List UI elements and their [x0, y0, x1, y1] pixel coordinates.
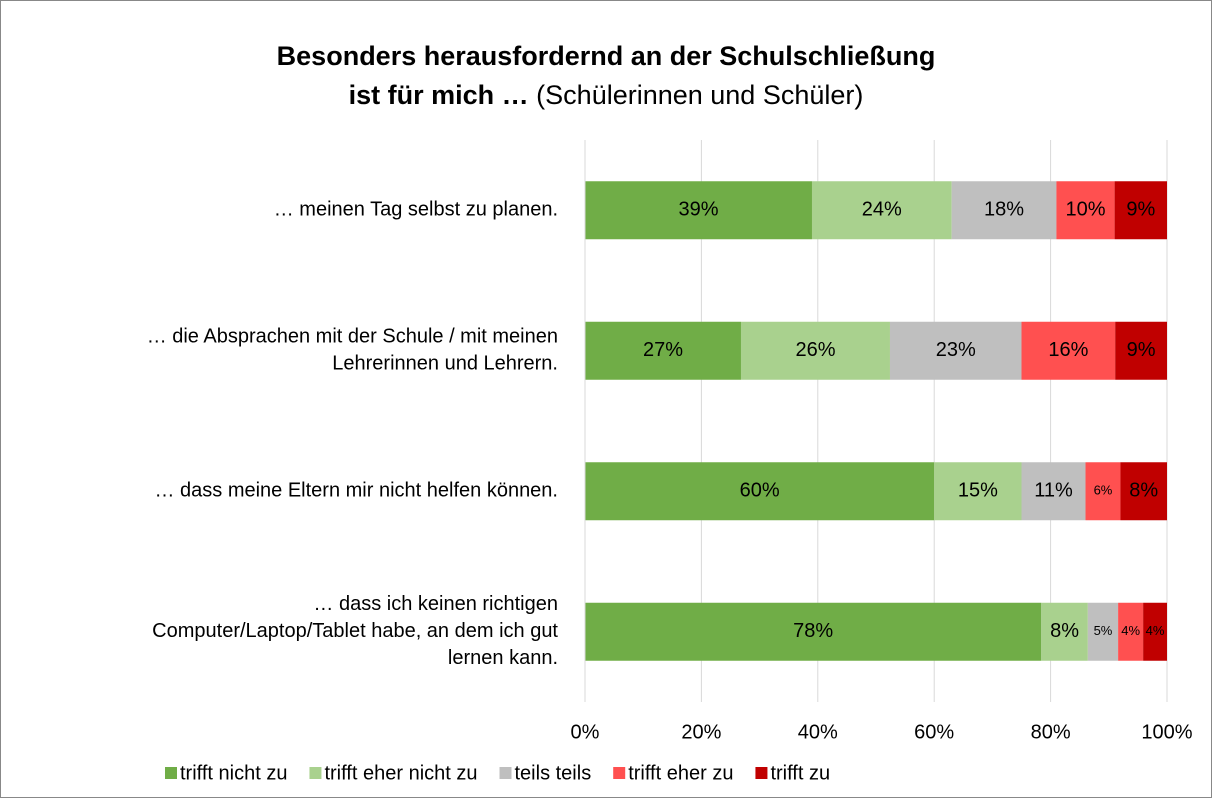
data-label: 39%: [678, 199, 718, 221]
bar-segment: [1085, 462, 1121, 521]
y-tick-label: … die Absprachen mit der Schule / mit me…: [147, 326, 558, 348]
data-label: 24%: [862, 199, 902, 221]
bar-segment: [934, 462, 1022, 521]
bar-segment: [1143, 602, 1167, 661]
data-label: 4%: [1146, 623, 1165, 638]
data-label: 9%: [1126, 199, 1155, 221]
data-label: 5%: [1094, 623, 1113, 638]
legend-label: trifft nicht zu: [180, 762, 287, 784]
bar-segment: [585, 462, 935, 521]
legend-label: trifft zu: [770, 762, 830, 784]
data-label: 10%: [1066, 199, 1106, 221]
data-label: 9%: [1127, 339, 1156, 361]
legend-label: trifft eher nicht zu: [324, 762, 477, 784]
bar-segment: [1041, 602, 1088, 661]
y-tick-label: Lehrerinnen und Lehrern.: [332, 353, 558, 375]
bar-segment: [585, 602, 1042, 661]
legend-label: trifft eher zu: [628, 762, 733, 784]
data-label: 8%: [1050, 620, 1079, 642]
y-tick-label: … dass ich keinen richtigen: [313, 593, 558, 615]
data-label: 26%: [795, 339, 835, 361]
data-label: 4%: [1121, 623, 1140, 638]
bar-segment: [889, 321, 1022, 380]
y-tick-label: lernen kann.: [448, 647, 558, 669]
bar-segment: [1114, 181, 1167, 240]
data-label: 8%: [1129, 480, 1158, 502]
legend-swatch: [613, 767, 626, 779]
legend-swatch: [499, 767, 512, 779]
y-tick-label: … dass meine Eltern mir nicht helfen kön…: [154, 480, 558, 502]
bar-segment: [585, 321, 741, 380]
bar-segment: [1021, 321, 1116, 380]
x-tick-label: 20%: [681, 721, 721, 743]
x-tick-label: 100%: [1141, 721, 1192, 743]
legend-label: teils teils: [515, 762, 592, 784]
bar-segment: [1120, 462, 1167, 521]
data-label: 18%: [984, 199, 1024, 221]
data-label: 23%: [936, 339, 976, 361]
data-label: 16%: [1048, 339, 1088, 361]
data-label: 27%: [643, 339, 683, 361]
data-label: 6%: [1094, 483, 1113, 498]
x-tick-label: 80%: [1031, 721, 1071, 743]
bar-segment: [1056, 181, 1115, 240]
data-label: 15%: [958, 480, 998, 502]
bar-segment: [740, 321, 890, 380]
x-tick-label: 0%: [571, 721, 600, 743]
legend-swatch: [309, 767, 322, 779]
data-label: 11%: [1034, 480, 1073, 502]
bar-segment: [1118, 602, 1144, 661]
x-tick-label: 60%: [914, 721, 954, 743]
bar-segment: [1021, 462, 1086, 521]
data-label: 60%: [740, 480, 780, 502]
data-label: 78%: [793, 620, 833, 642]
legend-swatch: [165, 767, 177, 779]
bar-segment: [811, 181, 952, 240]
chart-title-line2: ist für mich … (Schülerinnen und Schüler…: [349, 80, 864, 110]
bar-segment: [1115, 321, 1167, 380]
y-tick-label: … meinen Tag selbst zu planen.: [274, 199, 558, 221]
chart-title: ist für mich …: [349, 80, 529, 110]
bar-segment: [951, 181, 1057, 240]
x-tick-label: 40%: [798, 721, 838, 743]
chart-title: Besonders herausfordernd an der Schulsch…: [277, 41, 936, 71]
y-tick-label: Computer/Laptop/Tablet habe, an dem ich …: [152, 620, 558, 642]
legend-swatch: [755, 767, 768, 779]
bar-segment: [585, 181, 812, 240]
bar-segment: [1087, 602, 1119, 661]
chart-subtitle: (Schülerinnen und Schüler): [536, 80, 863, 110]
